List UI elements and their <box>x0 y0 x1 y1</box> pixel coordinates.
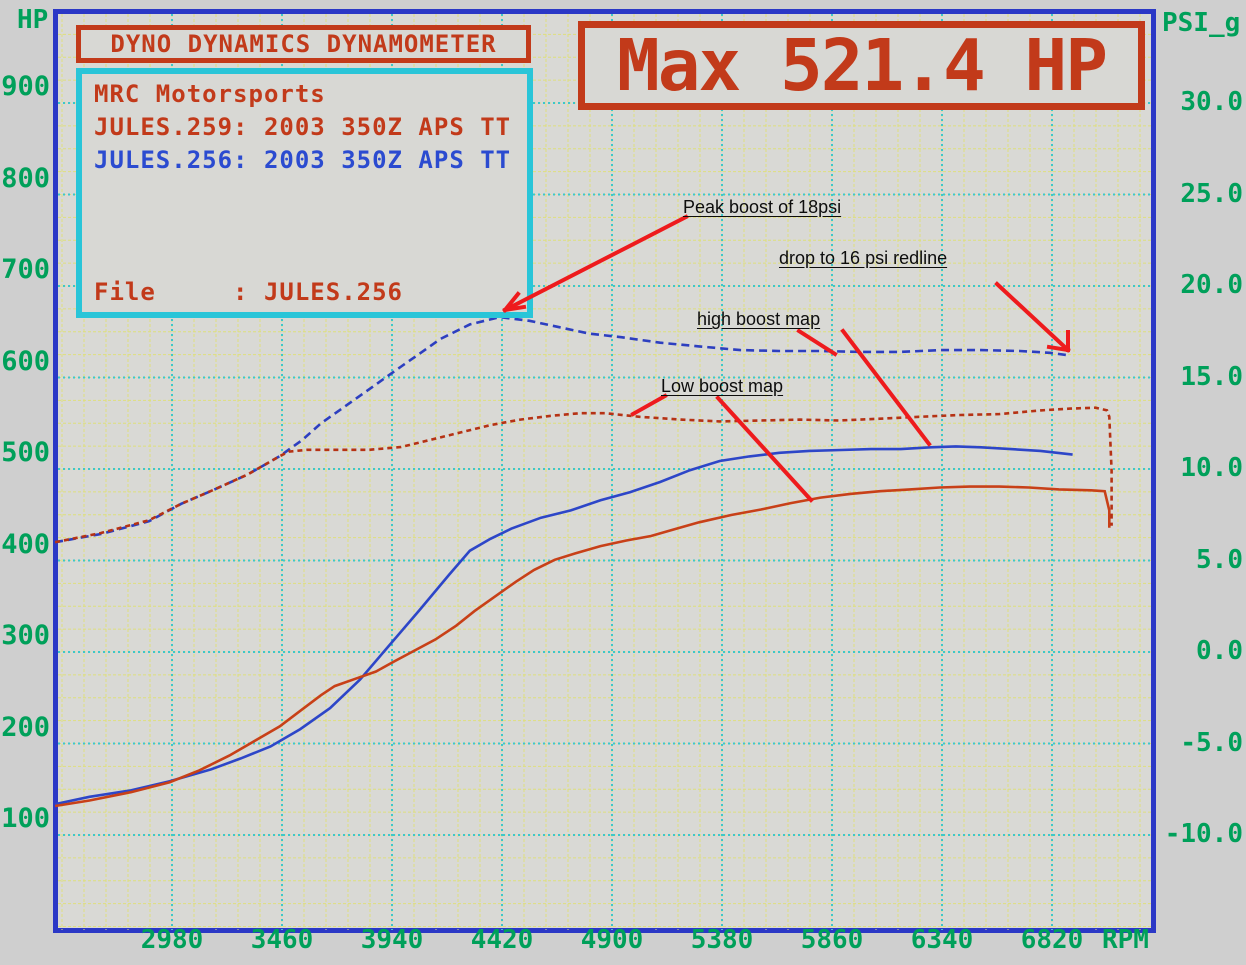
annotation-arrow-1 <box>502 214 689 313</box>
psi-tick--10: -10.0 <box>1164 819 1243 849</box>
annotation-arrow-3 <box>840 328 932 447</box>
psi-tick-25: 25.0 <box>1180 179 1243 209</box>
curve-hp-high <box>54 445 1073 806</box>
annotation-text-2: drop to 16 psi redline <box>779 248 948 268</box>
psi-tick-30: 30.0 <box>1180 87 1243 117</box>
run-info-box: MRC Motorsports JULES.259: 2003 350Z APS… <box>76 68 533 318</box>
rpm-axis-label: RPM <box>1102 925 1149 955</box>
shop-name: MRC Motorsports <box>94 80 326 108</box>
psi-axis-label: PSI_g <box>1162 8 1241 38</box>
psi-tick-10: 10.0 <box>1180 453 1243 483</box>
hp-tick-500: 500 <box>1 437 50 468</box>
dyno-title-text: DYNO DYNAMICS DYNAMOMETER <box>110 30 497 58</box>
hp-tick-300: 300 <box>1 620 50 651</box>
rpm-tick-6820: 6820 <box>1020 925 1084 955</box>
rpm-tick-3940: 3940 <box>360 925 424 955</box>
rpm-tick-5860: 5860 <box>800 925 864 955</box>
hp-tick-700: 700 <box>1 254 50 285</box>
annotation-arrow-4 <box>630 393 668 417</box>
annotation-arrow-2 <box>1046 344 1071 353</box>
annotation-arrow-1 <box>502 291 521 313</box>
annotation-text-4: Low boost map <box>661 376 784 396</box>
hp-tick-100: 100 <box>1 803 50 834</box>
psi-tick-15: 15.0 <box>1180 362 1243 392</box>
rpm-tick-4900: 4900 <box>580 925 644 955</box>
annotation-text-1: Peak boost of 18psi <box>683 197 842 217</box>
rpm-tick-3460: 3460 <box>250 925 314 955</box>
rpm-tick-6340: 6340 <box>910 925 974 955</box>
curve-boost-low <box>54 406 1113 544</box>
annotation-arrow-3 <box>796 328 838 357</box>
annotation-arrow-2 <box>994 281 1071 353</box>
max-hp-banner: Max 521.4 HP <box>578 21 1145 110</box>
rpm-tick-5380: 5380 <box>690 925 754 955</box>
hp-tick-800: 800 <box>1 163 50 194</box>
run-label-jules259: JULES.259: 2003 350Z APS TT <box>94 113 512 141</box>
psi-tick-20: 20.0 <box>1180 270 1243 300</box>
rpm-tick-2980: 2980 <box>140 925 204 955</box>
psi-tick-0: 0.0 <box>1196 636 1243 666</box>
annotation-arrow-1 <box>502 304 527 313</box>
psi-tick--5: -5.0 <box>1180 728 1243 758</box>
run-label-jules256: JULES.256: 2003 350Z APS TT <box>94 146 512 174</box>
curve-hp-low <box>54 485 1111 808</box>
hp-axis-label: HP <box>17 5 49 35</box>
annotation-text-3: high boost map <box>697 309 821 329</box>
max-hp-text: Max 521.4 HP <box>617 24 1108 107</box>
hp-tick-400: 400 <box>1 529 50 560</box>
annotation-arrow-4 <box>715 395 814 503</box>
psi-tick-5: 5.0 <box>1196 545 1243 575</box>
file-name-line: File : JULES.256 <box>94 278 403 306</box>
hp-tick-200: 200 <box>1 712 50 743</box>
hp-tick-900: 900 <box>1 71 50 102</box>
hp-tick-600: 600 <box>1 346 50 377</box>
rpm-tick-4420: 4420 <box>470 925 534 955</box>
dyno-title-box: DYNO DYNAMICS DYNAMOMETER <box>76 25 531 63</box>
